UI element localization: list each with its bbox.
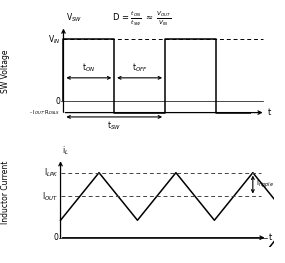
Text: 0: 0 — [53, 233, 58, 242]
Text: V$_{SW}$: V$_{SW}$ — [66, 12, 82, 24]
Text: t$_{SW}$: t$_{SW}$ — [107, 119, 121, 132]
Text: D = $\frac{t_{ON}}{t_{SW}}$ $\approx$ $\frac{V_{OUT}}{V_{IN}}$: D = $\frac{t_{ON}}{t_{SW}}$ $\approx$ $\… — [112, 10, 172, 28]
Text: i$_{L}$: i$_{L}$ — [62, 144, 69, 157]
Text: V$_{IN}$: V$_{IN}$ — [48, 33, 60, 45]
Text: Inductor Current: Inductor Current — [1, 160, 10, 224]
Text: 0: 0 — [56, 97, 60, 106]
Text: t$_{OFF}$: t$_{OFF}$ — [132, 62, 147, 74]
Text: I$_{LPK}$: I$_{LPK}$ — [44, 166, 58, 179]
Text: - I$_{OUT}$$\cdot$R$_{DSLS}$: - I$_{OUT}$$\cdot$R$_{DSLS}$ — [29, 108, 60, 117]
Text: t: t — [268, 108, 271, 117]
Text: SW Voltage: SW Voltage — [1, 49, 10, 93]
Text: I$_{OUT}$: I$_{OUT}$ — [42, 190, 58, 203]
Text: t: t — [269, 233, 272, 242]
Text: t$_{ON}$: t$_{ON}$ — [82, 62, 95, 74]
Text: I$_{ripple}$: I$_{ripple}$ — [256, 179, 274, 190]
